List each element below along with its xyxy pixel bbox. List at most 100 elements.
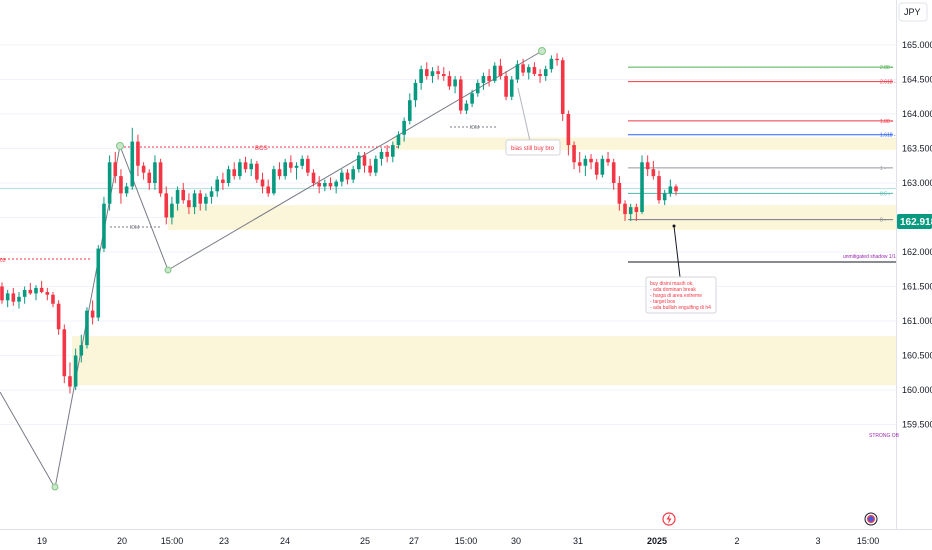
candle-body[interactable] xyxy=(407,100,412,121)
candle-body[interactable] xyxy=(221,179,225,183)
candle-body[interactable] xyxy=(475,82,480,94)
candle-body[interactable] xyxy=(45,292,50,295)
candle-body[interactable] xyxy=(90,310,95,318)
swing-point-marker[interactable] xyxy=(538,47,546,55)
candle-body[interactable] xyxy=(617,183,622,204)
candle-body[interactable] xyxy=(277,169,282,177)
candle-body[interactable] xyxy=(232,169,237,177)
candle-body[interactable] xyxy=(192,193,197,208)
candle-body[interactable] xyxy=(294,165,299,168)
swing-point-marker[interactable] xyxy=(51,483,59,491)
candle-body[interactable] xyxy=(34,287,38,294)
candle-body[interactable] xyxy=(606,158,610,163)
candle-body[interactable] xyxy=(170,203,174,218)
candle-body[interactable] xyxy=(328,183,333,187)
candle-body[interactable] xyxy=(5,293,10,301)
candle-body[interactable] xyxy=(73,355,78,387)
candle-body[interactable] xyxy=(594,162,599,175)
candle-body[interactable] xyxy=(481,76,486,83)
candle-body[interactable] xyxy=(39,287,44,293)
candle-body[interactable] xyxy=(611,162,616,183)
candle-body[interactable] xyxy=(555,58,559,61)
candle-body[interactable] xyxy=(492,65,497,81)
candle-body[interactable] xyxy=(657,176,661,201)
currency-button[interactable]: JPY xyxy=(898,2,928,22)
candle-body[interactable] xyxy=(187,200,191,208)
candle-body[interactable] xyxy=(645,162,650,170)
candle-body[interactable] xyxy=(51,294,55,304)
candle-body[interactable] xyxy=(226,169,231,183)
candle-body[interactable] xyxy=(368,165,372,173)
candle-body[interactable] xyxy=(181,189,186,201)
candle-body[interactable] xyxy=(289,162,293,168)
price-axis[interactable]: 165.000164.500164.000163.500163.000162.5… xyxy=(902,40,932,430)
candle-body[interactable] xyxy=(441,73,446,77)
candle-body[interactable] xyxy=(413,82,418,101)
candle-body[interactable] xyxy=(198,193,203,204)
candle-body[interactable] xyxy=(515,64,520,80)
candle-body[interactable] xyxy=(566,114,571,146)
candle-body[interactable] xyxy=(374,158,378,173)
candle-body[interactable] xyxy=(209,191,214,197)
candle-body[interactable] xyxy=(317,183,321,187)
candle-body[interactable] xyxy=(532,67,537,74)
candle-body[interactable] xyxy=(266,186,271,194)
candle-body[interactable] xyxy=(385,151,389,157)
candle-body[interactable] xyxy=(255,163,259,180)
candle-body[interactable] xyxy=(447,76,452,87)
candle-body[interactable] xyxy=(651,169,656,177)
candle-body[interactable] xyxy=(634,207,639,212)
candle-body[interactable] xyxy=(458,79,463,111)
candle-body[interactable] xyxy=(572,145,576,163)
candle-body[interactable] xyxy=(662,193,667,201)
candle-body[interactable] xyxy=(351,169,355,180)
bias-callout[interactable]: bias still buy bro xyxy=(505,139,561,156)
candle-body[interactable] xyxy=(260,179,265,187)
supply-demand-zone[interactable] xyxy=(168,205,896,230)
supply-demand-zone[interactable] xyxy=(72,336,896,386)
swing-point-marker[interactable] xyxy=(116,142,124,150)
candle-body[interactable] xyxy=(623,203,627,215)
candle-body[interactable] xyxy=(543,69,548,77)
candle-body[interactable] xyxy=(436,71,440,74)
candle-body[interactable] xyxy=(640,162,644,212)
candle-body[interactable] xyxy=(175,189,180,204)
candle-body[interactable] xyxy=(96,248,101,318)
trend-line[interactable] xyxy=(167,50,543,271)
candle-body[interactable] xyxy=(521,64,525,73)
candle-body[interactable] xyxy=(470,93,474,104)
candle-body[interactable] xyxy=(509,79,514,97)
candle-body[interactable] xyxy=(549,58,554,70)
candle-body[interactable] xyxy=(28,289,33,294)
candle-body[interactable] xyxy=(323,183,327,187)
candle-body[interactable] xyxy=(583,158,588,166)
candle-body[interactable] xyxy=(487,76,491,81)
candle-body[interactable] xyxy=(107,162,112,204)
candle-body[interactable] xyxy=(79,345,84,356)
news-event-icon[interactable] xyxy=(662,512,676,526)
candle-body[interactable] xyxy=(453,79,457,87)
candle-body[interactable] xyxy=(102,203,106,249)
candle-body[interactable] xyxy=(22,289,27,297)
candle-body[interactable] xyxy=(124,186,129,194)
note-anchor-marker[interactable] xyxy=(672,224,676,228)
candle-body[interactable] xyxy=(119,176,123,194)
candle-body[interactable] xyxy=(204,196,208,204)
candle-body[interactable] xyxy=(17,296,21,302)
time-axis[interactable]: 19 20 15:00 23 24 25 27 15:00 30 31 2025 2 3 15:00 xyxy=(37,536,879,546)
candle-body[interactable] xyxy=(340,172,344,182)
candle-body[interactable] xyxy=(538,73,542,77)
candle-body[interactable] xyxy=(668,186,673,194)
candle-body[interactable] xyxy=(504,76,508,97)
candle-body[interactable] xyxy=(56,303,61,330)
candle-body[interactable] xyxy=(164,193,169,218)
candle-body[interactable] xyxy=(306,158,310,173)
candle-body[interactable] xyxy=(391,145,395,157)
candle-body[interactable] xyxy=(396,134,401,146)
candle-body[interactable] xyxy=(628,207,633,215)
candle-body[interactable] xyxy=(147,172,152,183)
candle-body[interactable] xyxy=(85,310,89,346)
candle-body[interactable] xyxy=(136,141,140,166)
candle-body[interactable] xyxy=(113,162,118,177)
